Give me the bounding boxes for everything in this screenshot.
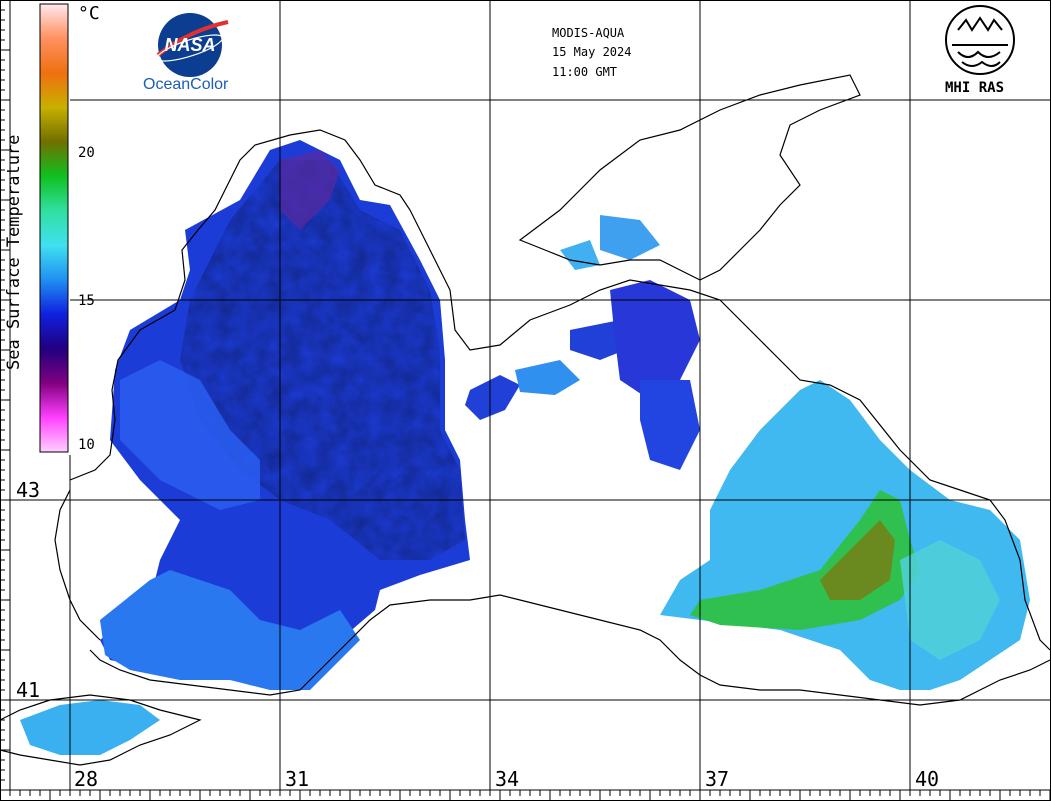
lon-label-37: 37 xyxy=(705,767,730,791)
mhi-caption: MHI RAS xyxy=(945,80,1005,96)
colorbar-unit: °C xyxy=(78,3,100,24)
sensor-label: MODIS-AQUA xyxy=(552,26,625,40)
colorbar-title: Sea Surface Temperature xyxy=(4,134,24,370)
lon-label-40: 40 xyxy=(915,767,940,791)
colorbar-gradient xyxy=(39,3,69,453)
lat-label-41: 41 xyxy=(16,678,41,702)
colorbar-tick-15: 15 xyxy=(78,293,95,309)
sst-east-cyan xyxy=(660,380,1030,690)
time-label: 11:00 GMT xyxy=(552,65,618,79)
sst-east-olive xyxy=(820,520,895,600)
colorbar xyxy=(39,3,69,453)
sst-west-basin xyxy=(100,140,470,690)
mhi-logo xyxy=(945,5,1015,75)
nasa-wordmark: NASA xyxy=(164,35,215,55)
sst-east-basin xyxy=(20,380,1030,755)
nasa-logo: NASA xyxy=(156,13,229,77)
lon-label-34: 34 xyxy=(495,767,520,791)
sst-east-light xyxy=(900,540,1000,660)
lon-label-28: 28 xyxy=(74,767,99,791)
sst-sw-marmara xyxy=(20,700,160,755)
sst-west-light-mid xyxy=(120,360,260,510)
sst-nw-purple xyxy=(280,150,340,230)
oceancolor-caption: OceanColor xyxy=(143,76,229,93)
lat-label-43: 43 xyxy=(16,478,41,502)
lon-label-31: 31 xyxy=(285,767,310,791)
sst-west-light-south xyxy=(100,570,360,690)
sst-central-patches xyxy=(465,215,700,470)
colorbar-tick-20: 20 xyxy=(78,145,95,161)
colorbar-tick-10: 10 xyxy=(78,437,95,453)
date-label: 15 May 2024 xyxy=(552,45,632,59)
